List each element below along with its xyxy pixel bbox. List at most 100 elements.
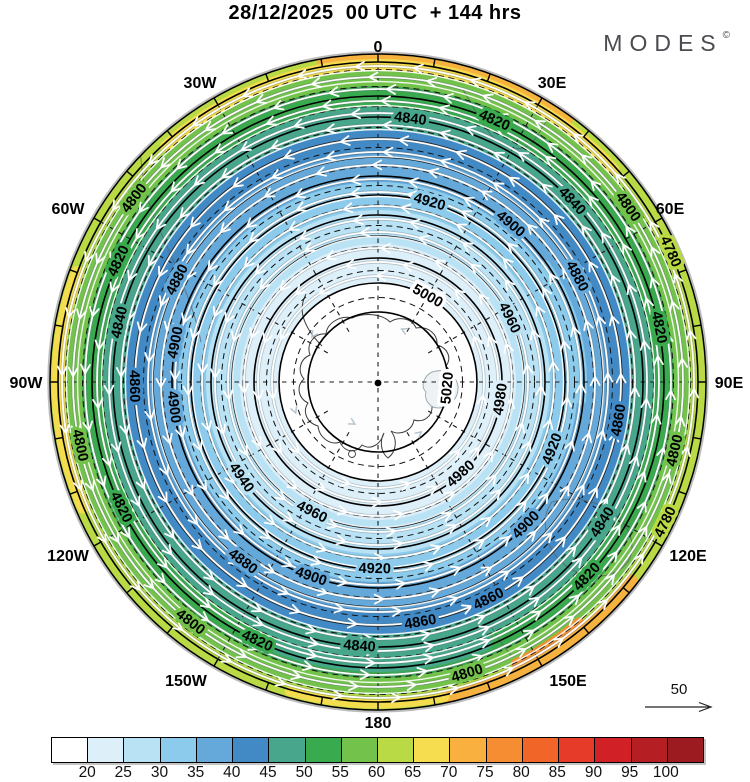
flow-arrow-icon: [385, 526, 398, 538]
flow-arrow-icon: [405, 618, 418, 629]
flow-arrow-icon: [109, 251, 120, 264]
flow-arrow-icon: [522, 629, 536, 640]
rim-tick: [126, 587, 134, 594]
flow-arrow-icon: [254, 93, 268, 104]
flow-arrow-icon: [604, 573, 616, 586]
flow-arrow-icon: [565, 545, 577, 557]
streamline: [191, 195, 565, 569]
longitude-label: 90W: [10, 375, 44, 392]
colorbar-tick-label: 30: [150, 764, 169, 781]
colorbar-cell: [233, 738, 270, 762]
flow-arrow-icon: [478, 625, 491, 636]
flow-arrow-icon: [290, 669, 303, 681]
flow-arrow-icon: [492, 151, 505, 162]
flow-arrow-icon: [399, 203, 412, 215]
flow-arrow-icon: [637, 525, 648, 538]
flow-arrow-icon: [212, 305, 223, 319]
flow-arrow-icon: [112, 199, 123, 212]
flow-arrow-icon: [80, 363, 91, 376]
flow-arrow-icon: [102, 455, 113, 468]
flow-arrow-icon: [316, 585, 329, 597]
flow-arrow-icon: [381, 119, 394, 131]
flow-arrow-icon: [82, 420, 94, 433]
colorbar-tick-label: 95: [621, 764, 639, 781]
flow-arrow-icon: [480, 566, 493, 577]
contour-line: [91, 95, 665, 669]
flow-arrow-icon: [119, 423, 130, 436]
contour-line: [253, 257, 503, 507]
colorbar-cell: [52, 738, 89, 762]
flow-arrow-icon: [492, 182, 505, 193]
brand-name: MODES: [603, 30, 723, 56]
flow-arrow-icon: [129, 380, 141, 392]
flow-arrow-icon: [307, 636, 320, 648]
flow-arrow-icon: [213, 275, 224, 288]
colorbar-cell: [667, 738, 703, 762]
flow-arrow-icon: [183, 484, 194, 497]
flow-arrow-icon: [353, 60, 366, 72]
flow-arrow-icon: [473, 614, 487, 625]
flow-arrow-icon: [428, 587, 442, 598]
flow-arrow-icon: [220, 124, 234, 135]
flow-arrow-icon: [677, 356, 689, 369]
flow-arrow-icon: [252, 389, 264, 402]
flow-arrow-icon: [341, 202, 354, 214]
flow-arrow-icon: [193, 175, 205, 187]
rim-tick: [537, 97, 543, 106]
flow-arrow-icon: [552, 637, 565, 648]
flow-arrow-icon: [287, 220, 300, 231]
flow-arrow-icon: [289, 442, 301, 454]
flow-arrow-icon: [110, 441, 122, 454]
flow-arrow-icon: [589, 179, 602, 192]
flow-arrow-icon: [461, 241, 474, 253]
rim-tick: [54, 324, 63, 328]
flow-arrow-icon: [186, 267, 197, 280]
flow-arrow-icon: [109, 281, 120, 294]
flow-arrow-icon: [67, 366, 79, 379]
flow-arrow-icon: [441, 93, 454, 104]
flow-arrow-icon: [191, 116, 204, 127]
flow-arrow-icon: [233, 524, 245, 536]
flow-arrow-icon: [491, 391, 502, 404]
flow-arrow-icon: [478, 638, 491, 649]
colorbar-tick-label: 45: [259, 764, 277, 781]
flow-arrow-icon: [76, 308, 87, 321]
flow-arrow-icon: [213, 143, 227, 154]
contour-line: [210, 214, 546, 550]
flow-arrow-icon: [370, 159, 383, 171]
flow-arrow-icon: [405, 680, 418, 691]
flow-arrow-icon: [433, 259, 446, 270]
flow-arrow-icon: [581, 224, 592, 237]
flow-arrow-icon: [170, 181, 182, 193]
flow-arrow-icon: [653, 354, 664, 366]
flow-arrow-icon: [259, 278, 271, 291]
flow-arrow-icon: [207, 260, 218, 273]
flow-arrow-icon: [446, 595, 460, 606]
flow-arrow-icon: [321, 99, 334, 111]
flow-arrow-icon: [159, 464, 170, 477]
flow-arrow-icon: [292, 118, 305, 129]
flow-arrow-icon: [189, 216, 201, 229]
colorbar-cell: [305, 738, 342, 762]
flow-arrow-icon: [346, 617, 359, 629]
flow-arrow-icon: [373, 593, 386, 605]
colorbar-cell: [341, 738, 378, 762]
flow-arrow-icon: [249, 327, 260, 340]
flow-arrow-icon: [559, 484, 570, 497]
flow-arrow-icon: [266, 388, 278, 401]
flow-arrow-icon: [407, 177, 419, 189]
contour-label: 5020: [438, 371, 457, 405]
flow-arrow-icon: [272, 100, 285, 111]
flow-arrow-icon: [235, 648, 248, 659]
flow-arrow-icon: [562, 267, 573, 280]
flow-arrow-icon: [317, 284, 330, 295]
meridian-line: [406, 98, 542, 333]
colorbar-tick-label: 65: [404, 764, 422, 781]
flow-arrow-icon: [294, 201, 308, 212]
flow-arrow-icon: [502, 666, 515, 677]
colorbar-cell: [486, 738, 523, 762]
flow-arrow-icon: [262, 332, 273, 345]
flow-arrow-icon: [240, 473, 252, 486]
flow-arrow-icon: [568, 593, 581, 606]
